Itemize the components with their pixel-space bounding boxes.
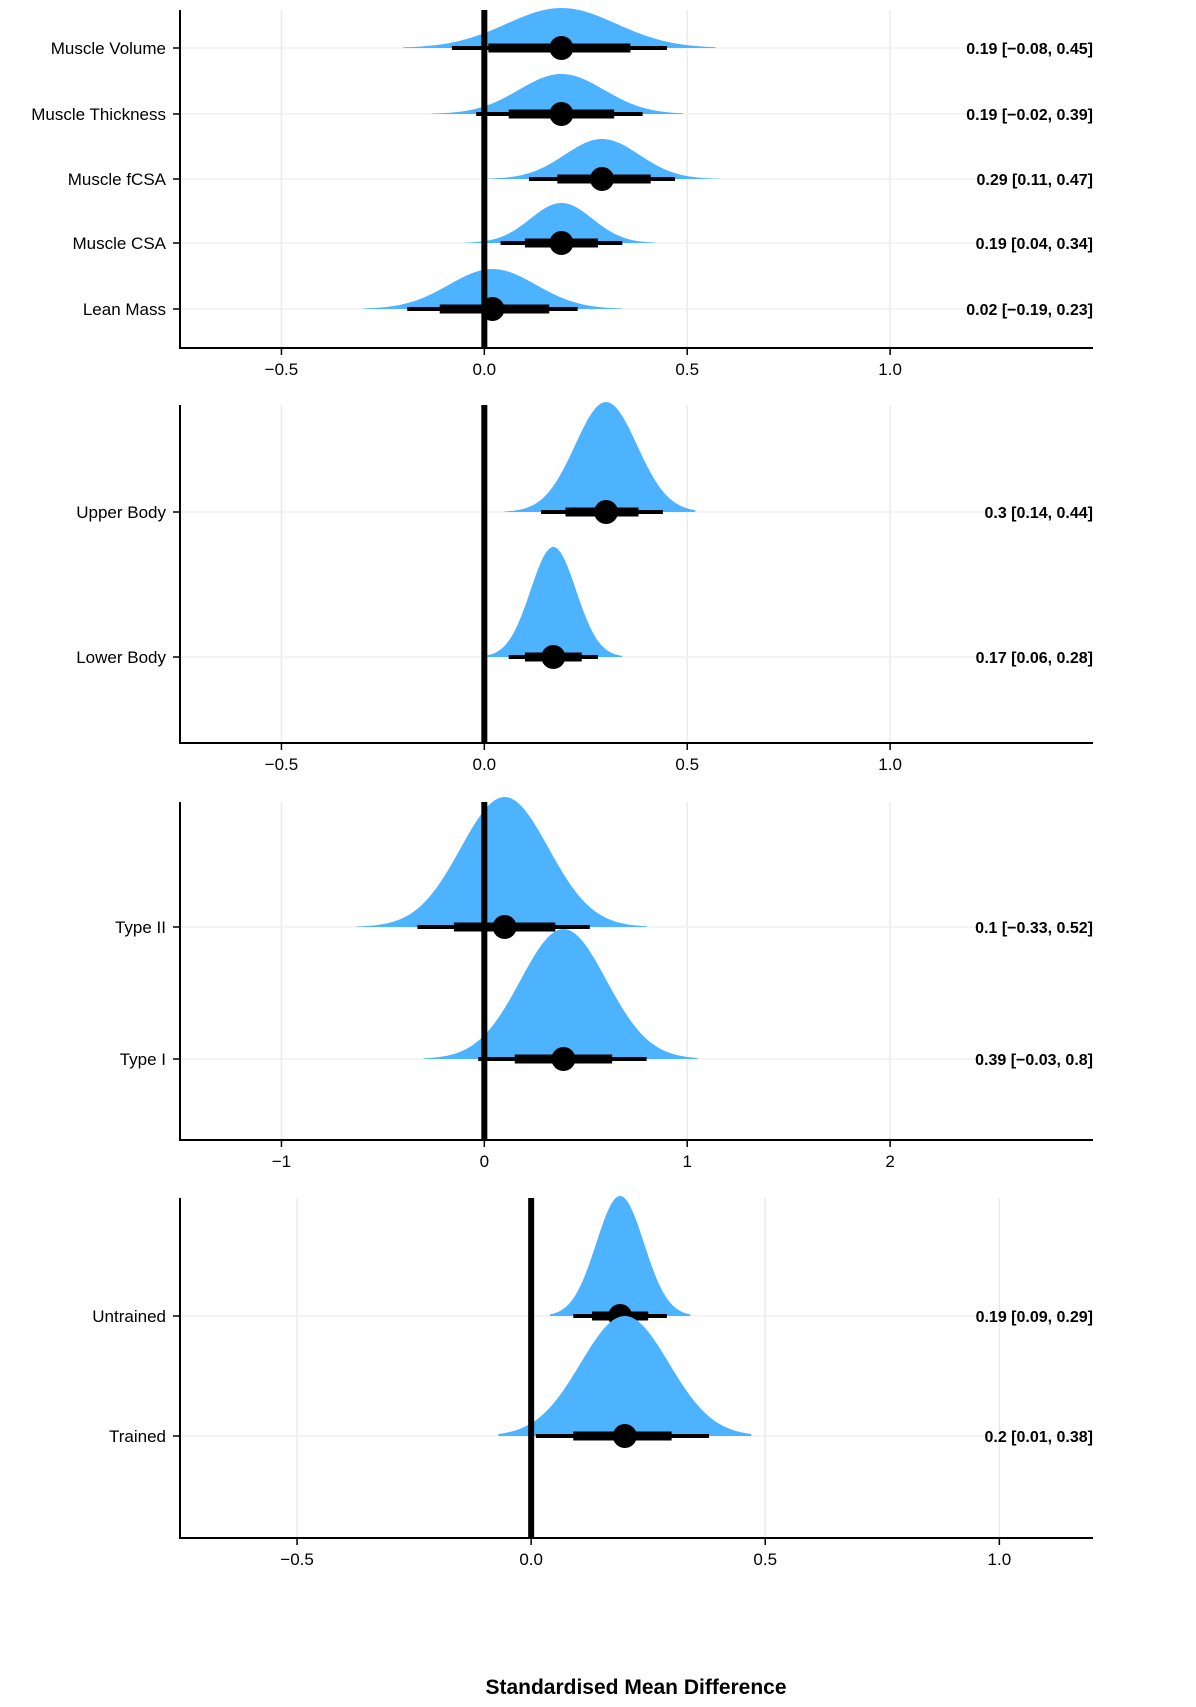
row-label: Muscle Volume <box>51 39 166 58</box>
posterior-density <box>356 797 647 927</box>
x-tick-label: 0.0 <box>473 360 497 379</box>
x-tick-label: 0.5 <box>753 1550 777 1569</box>
posterior-density <box>403 8 716 48</box>
estimate-annotation: 0.17 [0.06, 0.28] <box>976 650 1093 667</box>
x-tick-label: −0.5 <box>265 360 299 379</box>
row-label: Trained <box>109 1427 166 1446</box>
posterior-density <box>549 1196 691 1316</box>
estimate-annotation: 0.3 [0.14, 0.44] <box>984 505 1093 522</box>
row-label: Type II <box>115 918 166 937</box>
point-estimate <box>549 231 574 255</box>
estimate-annotation: 0.19 [0.04, 0.34] <box>976 236 1093 253</box>
posterior-density <box>362 269 623 309</box>
panel-3: Type II 0.1 [−0.33, 0.52] Type I 0.39 [−0.0… <box>115 797 1093 1171</box>
row-label: Upper Body <box>76 503 166 522</box>
x-tick-label: 1 <box>682 1152 691 1171</box>
posterior-density <box>464 203 655 243</box>
row-label: Muscle CSA <box>72 234 166 253</box>
row-label: Muscle fCSA <box>68 170 167 189</box>
x-tick-label: −0.5 <box>265 755 299 774</box>
posterior-density <box>484 547 623 657</box>
x-tick-label: 1.0 <box>878 360 902 379</box>
posterior-density <box>504 402 696 512</box>
point-estimate <box>612 1424 637 1448</box>
estimate-annotation: 0.19 [0.09, 0.29] <box>976 1309 1093 1326</box>
estimate-annotation: 0.02 [−0.19, 0.23] <box>966 302 1093 319</box>
point-estimate <box>549 102 574 126</box>
row-label: Lower Body <box>76 648 166 667</box>
posterior-density <box>498 1316 752 1436</box>
row-label: Lean Mass <box>83 300 166 319</box>
x-tick-label: 2 <box>885 1152 894 1171</box>
estimate-annotation: 0.19 [−0.02, 0.39] <box>966 107 1093 124</box>
posterior-density <box>423 929 698 1059</box>
estimate-annotation: 0.2 [0.01, 0.38] <box>984 1429 1093 1446</box>
x-tick-label: 0.5 <box>675 755 699 774</box>
point-estimate <box>541 645 566 669</box>
panel-1: Muscle Volume 0.19 [−0.08, 0.45] Muscle Th… <box>31 8 1093 379</box>
x-tick-label: 1.0 <box>988 1550 1012 1569</box>
x-tick-label: 1.0 <box>878 755 902 774</box>
point-estimate <box>590 167 615 191</box>
row-label: Type I <box>120 1050 166 1069</box>
estimate-annotation: 0.1 [−0.33, 0.52] <box>975 920 1093 937</box>
x-axis-title: Standardised Mean Difference <box>485 1676 786 1699</box>
x-tick-label: −0.5 <box>280 1550 314 1569</box>
posterior-density <box>431 74 684 114</box>
panel-4: Untrained 0.19 [0.09, 0.29] Trained 0.2 [0.… <box>92 1196 1093 1569</box>
row-label: Muscle Thickness <box>31 105 166 124</box>
point-estimate <box>549 36 574 60</box>
estimate-annotation: 0.19 [−0.08, 0.45] <box>966 41 1093 58</box>
row-label: Untrained <box>92 1307 166 1326</box>
x-tick-label: 0.0 <box>519 1550 543 1569</box>
x-tick-label: −1 <box>272 1152 291 1171</box>
x-tick-label: 0.5 <box>675 360 699 379</box>
x-tick-label: 0.0 <box>473 755 497 774</box>
posterior-density <box>488 139 720 179</box>
point-estimate <box>594 500 619 524</box>
point-estimate <box>492 915 517 939</box>
point-estimate <box>551 1047 576 1071</box>
estimate-annotation: 0.39 [−0.03, 0.8] <box>975 1052 1093 1069</box>
panel-2: Upper Body 0.3 [0.14, 0.44] Lower Body 0.17… <box>76 402 1093 774</box>
estimate-annotation: 0.29 [0.11, 0.47] <box>976 172 1093 189</box>
x-tick-label: 0 <box>480 1152 489 1171</box>
